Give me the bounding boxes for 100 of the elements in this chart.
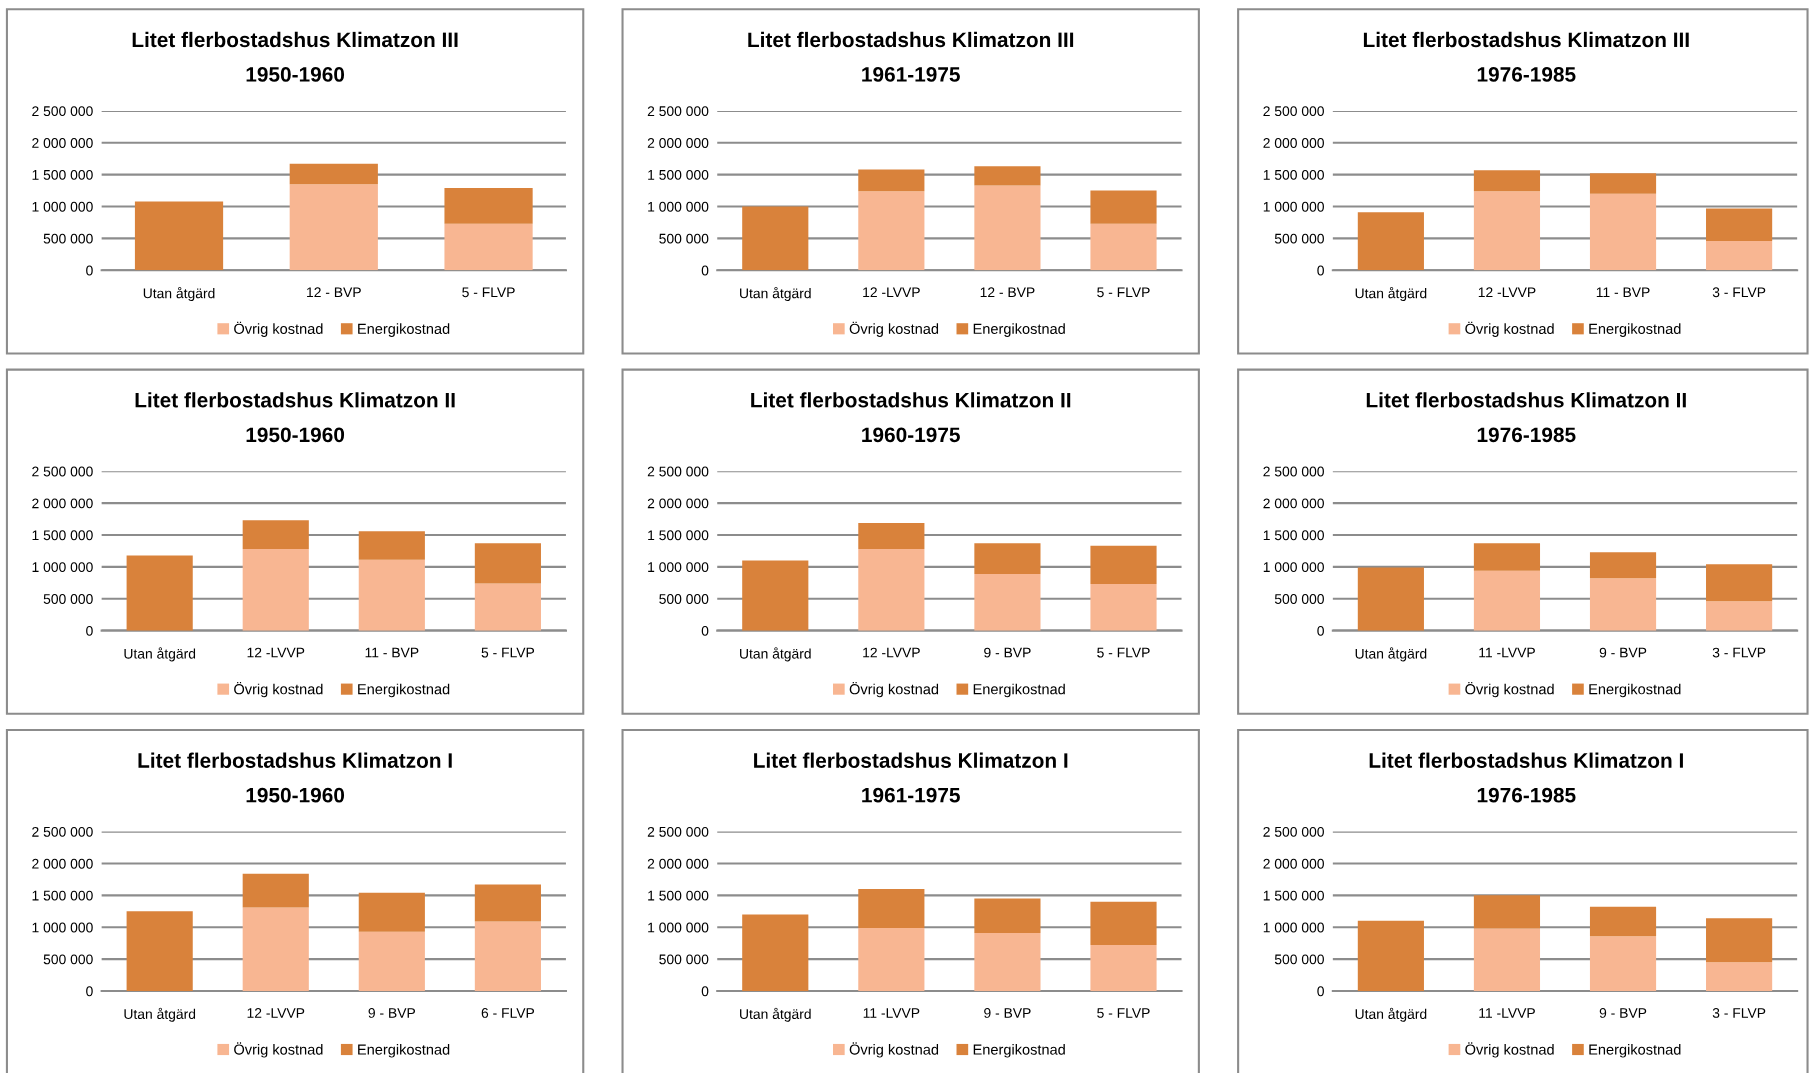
y-tick-label: 0 (701, 265, 709, 276)
y-tick-label: 0 (701, 986, 709, 997)
y-tick-label: 500 000 (659, 233, 709, 244)
bar (1473, 928, 1541, 991)
bar (126, 555, 193, 631)
bar (1589, 193, 1657, 271)
y-tick-label: 1 500 000 (32, 890, 93, 901)
chart-title: Litet flerbostadshus Klimatzon III (1363, 31, 1689, 48)
bar (858, 549, 925, 631)
x-tick-label: 12 -LVVP (1478, 287, 1536, 297)
bar (742, 560, 809, 631)
x-tick-label: 11 -LVVP (863, 1008, 920, 1018)
y-tick-label: 1 500 000 (32, 169, 93, 180)
x-tick-label: 11 -LVVP (1479, 647, 1535, 658)
y-tick-label: 1 000 000 (648, 922, 709, 933)
y-tick-label: 0 (1317, 986, 1324, 997)
x-tick-label: 11 - BVP (1596, 287, 1650, 297)
bar (358, 892, 425, 932)
y-tick-label: 1 000 000 (32, 562, 93, 573)
bar (358, 931, 425, 991)
y-tick-label: 2 000 000 (32, 498, 93, 509)
x-tick-label: 9 - BVP (1599, 647, 1647, 658)
bar (1706, 240, 1773, 271)
bar (1473, 570, 1541, 631)
x-tick-label: Utan åtgärd (740, 1007, 811, 1022)
bar (858, 191, 925, 271)
bar (1090, 584, 1157, 631)
y-tick-label: 1 500 000 (648, 169, 709, 180)
y-tick-label: 500 000 (43, 954, 93, 965)
y-tick-label: 2 500 000 (1263, 826, 1324, 837)
y-tick-label: 1 500 000 (648, 890, 709, 901)
bar (974, 573, 1041, 631)
x-tick-label: 11 -LVVP (1479, 1008, 1535, 1018)
x-tick-label: Utan åtgärd (1355, 1007, 1427, 1022)
bar (1589, 906, 1657, 937)
x-tick-label: Utan åtgärd (740, 647, 811, 662)
chart-subtitle: 1961-1975 (862, 787, 960, 803)
y-tick-label: 1 000 000 (1263, 201, 1324, 212)
legend-label: Övrig kostnad (849, 1042, 939, 1058)
bar (242, 907, 309, 991)
chart-title: Litet flerbostadshus Klimatzon II (1366, 392, 1686, 408)
chart-title: Litet flerbostadshus Klimatzon II (135, 392, 455, 408)
x-tick-label: 5 - FLVP (1097, 287, 1150, 298)
y-tick-label: 1 000 000 (1263, 562, 1324, 573)
y-tick-label: 500 000 (43, 233, 93, 244)
y-tick-label: 2 000 000 (647, 498, 709, 509)
bar (1357, 212, 1424, 271)
y-tick-label: 2 000 000 (32, 138, 93, 148)
x-tick-label: Utan åtgärd (124, 647, 196, 662)
chart-subtitle: 1950-1960 (246, 67, 345, 82)
chart-subtitle: 1950-1960 (246, 427, 345, 443)
bar (134, 201, 224, 271)
chart-subtitle: 1976-1985 (1477, 787, 1576, 803)
bar (742, 914, 809, 991)
legend-label: Energikostnad (1589, 683, 1681, 698)
chart-title: Litet flerbostadshus Klimatzon II (751, 392, 1071, 408)
legend-label: Energikostnad (973, 1044, 1065, 1058)
x-tick-label: Utan åtgärd (124, 1007, 196, 1022)
bar (1357, 920, 1424, 991)
legend-label: Energikostnad (358, 323, 450, 337)
bar (358, 559, 425, 631)
y-tick-label: 500 000 (659, 954, 709, 965)
x-tick-label: Utan åtgärd (1355, 286, 1427, 302)
bar (1357, 567, 1424, 631)
bar (974, 932, 1041, 991)
bar (1090, 545, 1157, 585)
y-tick-label: 2 500 000 (32, 106, 93, 117)
bar (1090, 190, 1157, 224)
x-tick-label: 9 - BVP (984, 1008, 1031, 1018)
y-tick-label: 2 500 000 (647, 466, 709, 477)
x-tick-label: 11 - BVP (365, 647, 419, 658)
y-tick-label: 2 000 000 (1263, 858, 1324, 869)
bar (1473, 170, 1541, 192)
chart-subtitle: 1950-1960 (246, 787, 345, 803)
x-tick-label: Utan åtgärd (740, 286, 811, 302)
legend-label: Energikostnad (1589, 1044, 1681, 1058)
bar (858, 888, 925, 928)
y-tick-label: 500 000 (659, 594, 709, 604)
y-tick-label: 2 500 000 (1263, 466, 1324, 477)
legend-label: Energikostnad (358, 683, 450, 698)
bar (858, 522, 925, 550)
x-tick-label: 12 -LVVP (863, 287, 920, 297)
y-tick-label: 2 000 000 (647, 858, 709, 869)
y-tick-label: 2 000 000 (1263, 138, 1324, 148)
bar (242, 520, 309, 550)
x-tick-label: 5 - FLVP (1097, 647, 1150, 658)
legend-label: Övrig kostnad (849, 682, 939, 698)
bar (1589, 173, 1657, 194)
bar (474, 884, 541, 922)
x-tick-label: 3 - FLVP (1712, 287, 1766, 298)
y-tick-label: 2 000 000 (32, 858, 93, 869)
chart-title: Litet flerbostadshus Klimatzon I (138, 752, 452, 768)
bar (1090, 223, 1157, 271)
bar (242, 873, 309, 908)
y-tick-label: 2 500 000 (647, 106, 709, 117)
x-tick-label: 3 - FLVP (1712, 1008, 1766, 1018)
y-tick-label: 0 (701, 625, 709, 636)
chart-title: Litet flerbostadshus Klimatzon I (1369, 752, 1683, 768)
bar (444, 188, 533, 224)
legend-label: Övrig kostnad (1465, 1042, 1554, 1058)
